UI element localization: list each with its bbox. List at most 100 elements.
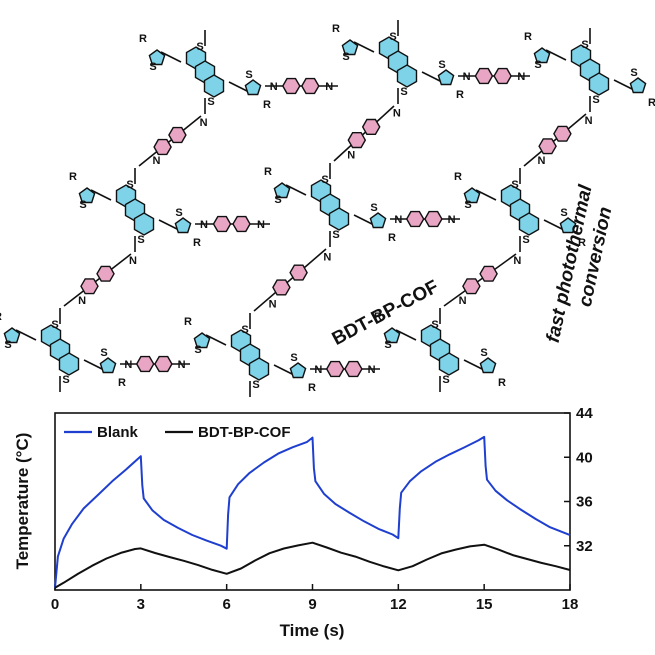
phenyl-ring [474,67,494,85]
sulfur-atom: S [290,352,297,364]
thiophene-ring [383,327,401,344]
substituent-label: R [263,99,271,111]
linker-bond [443,253,517,307]
sulfur-atom: S [342,51,349,63]
phenyl-ring [479,265,498,282]
substituent-label: R [193,237,201,249]
sulfur-atom: S [534,59,541,71]
bond [158,219,180,231]
nitrogen-atom: N [124,359,132,371]
bdt-ring [438,352,460,376]
bond [545,49,567,61]
x-tick-label: 18 [562,596,579,613]
sulfur-atom: S [207,96,214,108]
substituent-label: R [332,23,340,35]
bdt-ring [328,207,350,231]
substituent-label: R [0,311,2,323]
nitrogen-atom: N [200,117,208,129]
substituent-label: R [524,31,532,43]
substituent-label: R [69,171,77,183]
sulfur-atom: S [51,319,58,331]
nitrogen-atom: N [270,81,278,93]
legend-label-cof: BDT-BP-COF [198,424,291,441]
linker-bond [253,248,327,312]
thiophene-ring [78,187,96,204]
sulfur-atom: S [442,374,449,386]
y-tick-label: 32 [576,538,593,555]
nitrogen-atom: N [393,108,401,120]
nitrogen-atom: N [448,214,456,226]
bdt-ring [518,212,540,236]
phenyl-ring [212,215,232,233]
x-axis-title: Time (s) [280,621,345,640]
phenyl-ring [553,125,572,142]
phenyl-ring [168,126,187,144]
bond [421,71,443,83]
nitrogen-atom: N [394,214,402,226]
y-tick-label: 40 [576,449,593,466]
thiophene-ring [369,212,387,229]
thiophene-ring [193,332,211,349]
nitrogen-atom: N [325,81,333,93]
sulfur-atom: S [137,234,144,246]
chart-series [54,435,571,589]
bond [463,359,485,371]
phenyl-ring [405,210,425,228]
legend: Blank BDT-BP-COF [64,424,291,441]
substituent-label: R [498,377,506,389]
bdt-ring [203,74,225,98]
sulfur-atom: S [252,379,259,391]
thiophene-ring [148,49,166,66]
y-tick-label: 44 [576,405,593,422]
thiophene-ring [99,357,117,374]
sulfur-atom: S [175,207,182,219]
phenyl-ring [232,215,251,233]
sulfur-atom: S [241,324,248,336]
bond [228,81,250,93]
sulfur-atom: S [194,344,201,356]
x-tick-label: 9 [308,596,316,613]
bond [613,79,635,91]
thiophene-ring [479,357,497,374]
sulfur-atom: S [149,61,156,73]
bdt-ring [133,212,155,236]
phenyl-ring [80,278,99,295]
phenyl-ring [300,77,320,95]
sulfur-atom: S [100,347,107,359]
substituent-label: R [456,89,464,101]
substituent-label: R [578,237,586,249]
substituent-label: R [184,316,192,328]
x-tick-label: 12 [390,596,407,613]
sulfur-atom: S [581,39,588,51]
sulfur-atom: S [400,86,407,98]
nitrogen-atom: N [323,251,331,263]
nitrogen-atom: N [178,359,186,371]
sulfur-atom: S [560,207,567,219]
linker-bond [333,105,395,162]
substituent-label: R [388,232,396,244]
phenyl-ring [424,210,443,228]
sulfur-atom: S [196,41,203,53]
sulfur-atom: S [522,234,529,246]
linker-bond [138,115,202,167]
thiophene-ring [244,79,262,96]
phenyl-ring [493,67,512,85]
series-line-bdt-bp-cof [54,541,571,589]
bond [83,359,105,371]
nitrogen-atom: N [269,299,277,311]
substituent-label: R [374,311,382,323]
x-tick-label: 3 [137,596,145,613]
sulfur-atom: S [438,59,445,71]
nitrogen-atom: N [257,219,265,231]
substituent-label: R [454,171,462,183]
nitrogen-atom: N [314,364,322,376]
phenyl-ring [325,360,345,378]
phenyl-ring [289,264,308,281]
x-tick-label: 15 [476,596,493,613]
substituent-label: R [139,33,147,45]
nitrogen-atom: N [347,149,355,161]
cof-structure-drawing: N NN NN N N NN N N NNNNNNNNNNNNNSSSSRRSSSSRRSSSS… [0,20,655,397]
bond [475,189,497,201]
bdt-ring [588,72,610,96]
